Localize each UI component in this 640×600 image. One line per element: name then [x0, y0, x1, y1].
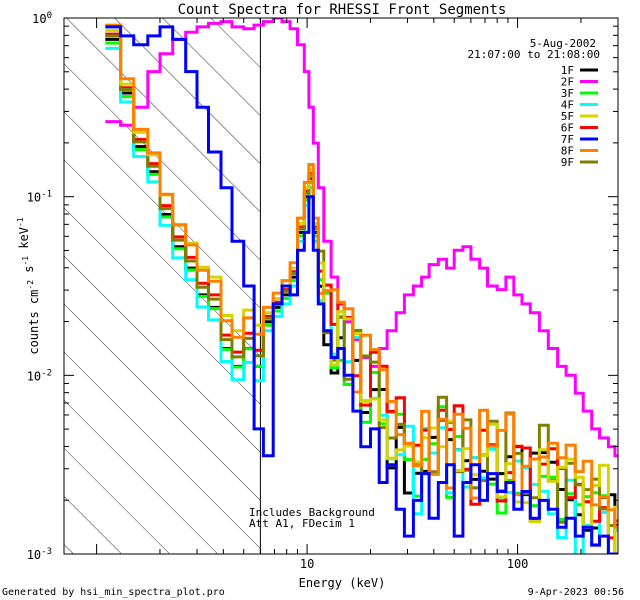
date-annotation: 5-Aug-2002	[530, 37, 596, 50]
hatched-region	[64, 18, 261, 554]
x-tick-label: 100	[507, 557, 529, 571]
y-tick-label: 10-2	[27, 368, 52, 383]
legend-label-1F: 1F	[561, 64, 574, 77]
y-tick-label: 10-1	[27, 190, 52, 205]
series-group	[105, 18, 618, 554]
time-range-annotation: 21:07:00 to 21:08:00	[468, 48, 600, 61]
hatch-fill	[64, 18, 261, 554]
legend-label-3F: 3F	[561, 87, 574, 100]
plot-frame	[63, 17, 619, 555]
legend-label-2F: 2F	[561, 76, 574, 89]
y-tick-label: 10-3	[27, 547, 52, 562]
chart-title: Count Spectra for RHESSI Front Segments	[178, 2, 507, 18]
series-line-9F	[105, 34, 618, 554]
footer-generator: Generated by hsi_min_spectra_plot.pro	[2, 587, 225, 598]
y-tick-label: 100	[32, 11, 52, 26]
legend-label-8F: 8F	[561, 145, 574, 158]
legend-label-4F: 4F	[561, 99, 574, 112]
legend-label-5F: 5F	[561, 110, 574, 123]
x-tick-label: 10	[300, 557, 314, 571]
series-line-8F	[105, 23, 618, 529]
footer-timestamp: 9-Apr-2023 00:56	[528, 587, 624, 598]
plot-border	[63, 17, 619, 555]
y-axis-label: counts cm-2 s-1 keV-1	[16, 217, 41, 355]
series-line-7F	[105, 25, 618, 554]
legend-label-6F: 6F	[561, 122, 574, 135]
legend-label-7F: 7F	[561, 133, 574, 146]
legend-label-9F: 9F	[561, 156, 574, 169]
axis-ticks: 10 100 10-3 10-2 10-1 100 counts cm-2 s-1 keV-…	[16, 11, 619, 571]
background-note: Includes Background	[249, 506, 375, 519]
x-axis-label: Energy (keV)	[299, 576, 386, 590]
series-line-5F	[105, 29, 618, 554]
attenuator-note: Att A1, FDecim 1	[249, 517, 355, 530]
